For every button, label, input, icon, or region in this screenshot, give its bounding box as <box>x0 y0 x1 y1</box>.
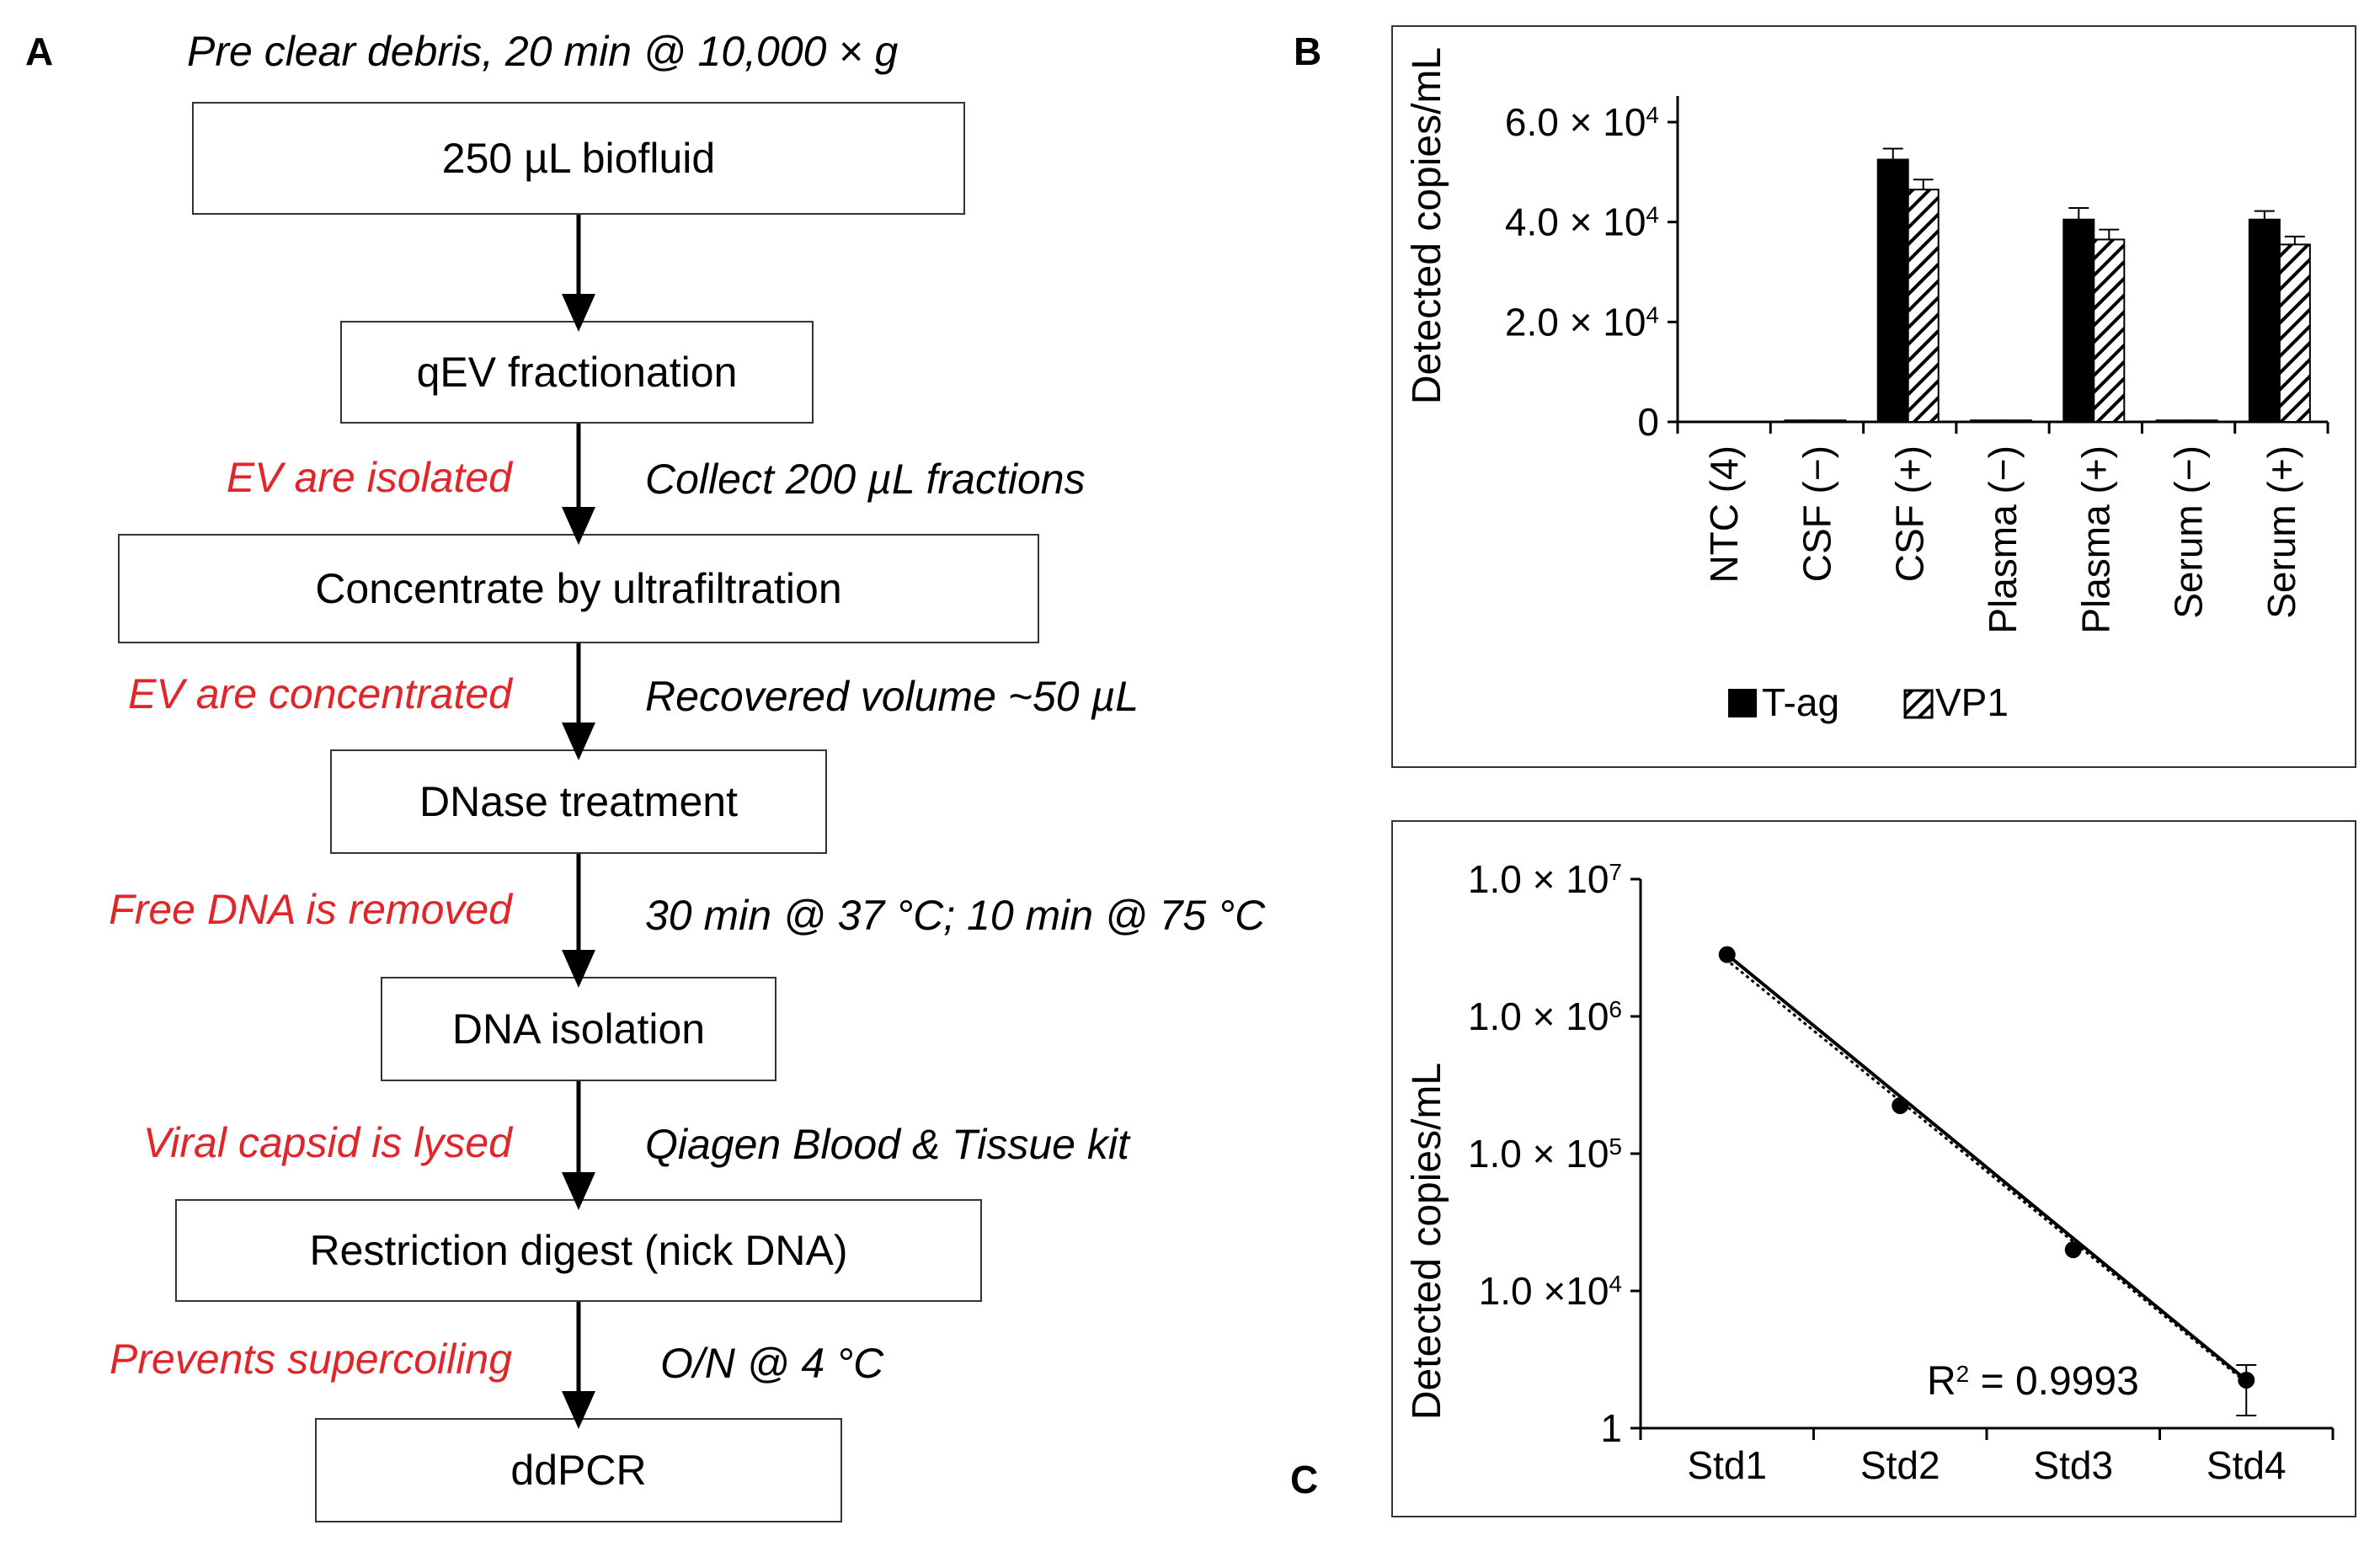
bar-chart-category-label: NTC (4) <box>1702 445 1746 584</box>
outcome-ev-concentrated: EV are concentrated <box>128 670 512 717</box>
condition-overnight: O/N @ 4 °C <box>660 1340 884 1387</box>
panel-label-b: B <box>1294 29 1322 73</box>
outcome-free-dna-removed: Free DNA is removed <box>109 886 512 933</box>
data-point-std1 <box>1718 946 1736 963</box>
bar-chart-category-label: Plasma (−) <box>1981 445 2025 634</box>
bar-chart-category-label: Serum (+) <box>2260 445 2303 619</box>
bar-vp1-3 <box>2000 419 2032 424</box>
outcome-ev-isolated: EV are isolated <box>226 454 512 501</box>
standard-curve-chart: Detected copies/mL 1 1.0 ×104 1.0 × 105 1.0… <box>1405 857 2335 1487</box>
panel-label-c: C <box>1290 1458 1319 1501</box>
curve-chart-ytick-label: 1.0 ×104 <box>1479 1269 1622 1313</box>
condition-dnase-times: 30 min @ 37 °C; 10 min @ 75 °C <box>645 892 1266 939</box>
bar-chart: Detected copies/mL 0 2.0 × 104 4.0 × 104 6.… <box>1405 47 2329 724</box>
step-ddpcr: ddPCR <box>315 1418 842 1522</box>
step-restriction-digest: Restriction digest (nick DNA) <box>175 1199 982 1302</box>
bar-tag-3 <box>1970 419 2002 424</box>
curve-chart-category-label: Std1 <box>1687 1443 1767 1487</box>
curve-chart-category-label: Std3 <box>2033 1443 2113 1487</box>
condition-recovered-volume: Recovered volume ~50 µL <box>645 673 1139 720</box>
step-dna-isolation: DNA isolation <box>381 977 776 1081</box>
fit-line <box>1726 953 2248 1382</box>
bar-tag-4 <box>2062 218 2095 423</box>
trend-line-dotted <box>1729 962 2251 1387</box>
bar-chart-ytick-label: 0 <box>1637 400 1659 444</box>
r-squared-symbol: R <box>1927 1359 1956 1404</box>
bar-chart-ytick-label: 4.0 × 104 <box>1505 200 1659 244</box>
r-squared-annotation: R2 = 0.9993 <box>1927 1359 2139 1404</box>
curve-chart-ylabel: Detected copies/mL <box>1405 1063 1449 1420</box>
bar-tag-5 <box>2155 419 2188 424</box>
outcome-capsid-lysed: Viral capsid is lysed <box>142 1119 512 1166</box>
bar-tag-6 <box>2248 218 2281 423</box>
bar-vp1-5 <box>2185 419 2218 424</box>
legend-tag-swatch <box>1728 689 1757 717</box>
bar-chart-category-label: CSF (−) <box>1795 445 1838 582</box>
data-point-std4 <box>2238 1371 2255 1389</box>
bar-chart-category-label: Plasma (+) <box>2073 445 2117 634</box>
bar-tag-1 <box>1784 419 1817 424</box>
legend-vp1-label: VP1 <box>1935 680 2009 724</box>
step-dnase-treatment: DNase treatment <box>330 749 827 854</box>
r-squared-exponent: 2 <box>1956 1361 1970 1387</box>
data-point-std3 <box>2064 1241 2082 1259</box>
panel-label-a: A <box>25 29 54 73</box>
bar-vp1-4 <box>2093 238 2126 423</box>
legend-vp1-swatch <box>1903 689 1934 719</box>
bar-chart-category-label: CSF (+) <box>1888 445 1932 582</box>
bar-vp1-6 <box>2278 243 2311 423</box>
curve-chart-ytick-label: 1.0 × 106 <box>1468 994 1622 1038</box>
data-point-std2 <box>1892 1096 1909 1114</box>
curve-chart-ytick-label: 1.0 × 107 <box>1468 857 1622 901</box>
curve-chart-ytick-label: 1.0 × 105 <box>1468 1132 1622 1176</box>
bar-chart-ytick-label: 2.0 × 104 <box>1505 300 1659 344</box>
panel-c-frame <box>1391 820 2356 1517</box>
curve-chart-category-label: Std4 <box>2207 1443 2287 1487</box>
bar-chart-ytick-label: 6.0 × 104 <box>1505 100 1659 144</box>
condition-collect-fractions: Collect 200 µL fractions <box>645 456 1086 503</box>
bar-vp1-2 <box>1907 189 1940 423</box>
curve-chart-category-label: Std2 <box>1860 1443 1940 1487</box>
bar-tag-2 <box>1876 158 1909 423</box>
curve-chart-ytick-label: 1 <box>1600 1406 1622 1450</box>
outcome-prevents-supercoiling: Prevents supercoiling <box>109 1336 512 1383</box>
condition-kit: Qiagen Blood & Tissue kit <box>645 1121 1129 1168</box>
step-ultrafiltration: Concentrate by ultrafiltration <box>118 534 1039 643</box>
r-squared-value: = 0.9993 <box>1969 1359 2139 1404</box>
bar-vp1-1 <box>1814 419 1847 424</box>
preclear-note: Pre clear debris, 20 min @ 10,000 × g <box>187 28 899 75</box>
step-biofluid: 250 µL biofluid <box>192 102 965 215</box>
panel-b-frame <box>1391 25 2356 768</box>
workflow-arrows <box>562 215 595 1429</box>
bar-chart-ylabel: Detected copies/mL <box>1405 47 1449 404</box>
bar-chart-category-label: Serum (−) <box>2167 445 2211 619</box>
legend-tag-label: T-ag <box>1762 680 1839 724</box>
